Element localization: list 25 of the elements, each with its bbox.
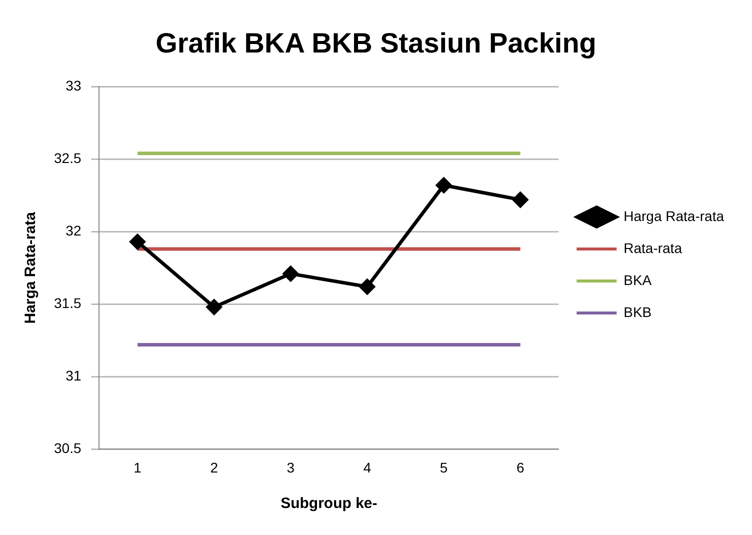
point: [206, 299, 222, 315]
x-tick-label: 4: [363, 459, 372, 476]
x-tick-label: 1: [134, 459, 142, 476]
x-tick-label: 5: [440, 459, 448, 476]
x-tick-label: 3: [286, 459, 295, 476]
y-tick-label: 32.5: [54, 150, 82, 166]
point: [130, 234, 146, 250]
y-tick-label: 30.5: [54, 440, 82, 456]
x-tick-label: 2: [210, 459, 218, 476]
point: [359, 279, 375, 295]
chart-title: Grafik BKA BKB Stasiun Packing: [156, 28, 596, 59]
legend-label: Rata-rata: [624, 240, 682, 256]
point: [282, 266, 298, 282]
point: [436, 177, 452, 193]
y-tick-label: 31: [66, 368, 82, 384]
x-axis-title: Subgroup ke-: [280, 495, 378, 512]
y-tick-label: 32: [66, 222, 82, 238]
x-tick-label: 6: [516, 459, 524, 476]
y-axis-title: Harga Rata-rata: [22, 211, 40, 324]
legend-label: Harga Rata-rata: [624, 208, 724, 224]
y-tick-label: 31.5: [54, 295, 82, 312]
y-tick-label: 33: [66, 77, 82, 94]
legend-label: BKB: [624, 304, 652, 320]
point: [512, 192, 528, 208]
legend-label: BKA: [624, 272, 652, 288]
